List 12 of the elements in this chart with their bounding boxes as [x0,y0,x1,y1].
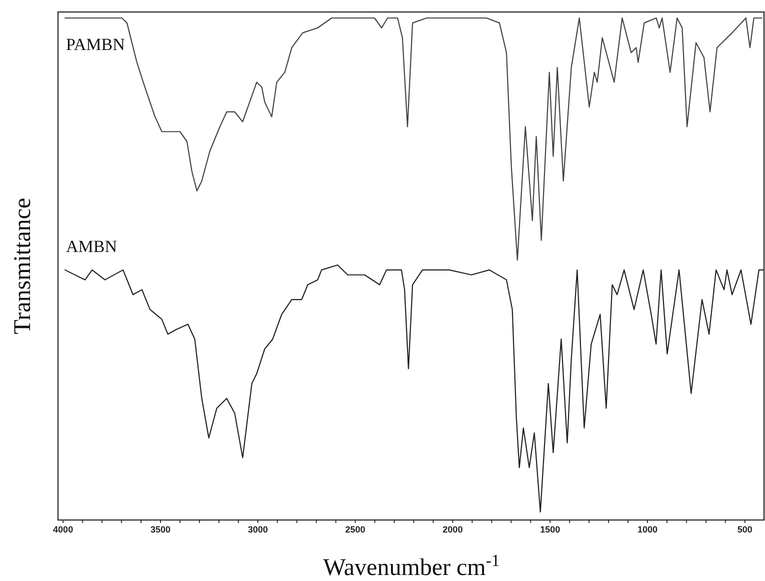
x-tick-label: 1500 [540,524,560,534]
x-tick-label: 1000 [637,524,658,534]
x-tick-label: 4000 [53,524,74,534]
x-tick-label: 3000 [248,524,268,534]
x-tick-label: 2500 [345,524,366,534]
series-label: PAMBN [66,35,125,54]
x-tick-label: 2000 [442,524,463,534]
x-tick-label: 500 [737,524,752,534]
x-axis-title: Wavenumber cm$^{-1}$ [323,550,500,581]
series-label: AMBN [66,236,118,256]
y-axis-title: Transmittance [10,198,36,334]
x-tick-label: 3500 [150,524,170,534]
